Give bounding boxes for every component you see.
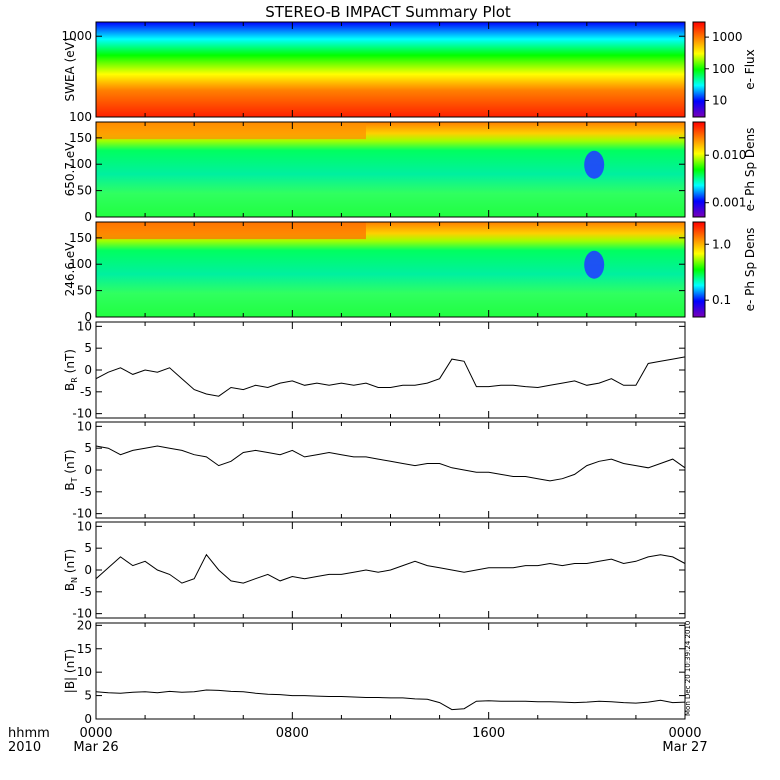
y-tick-label: 10 bbox=[77, 319, 92, 333]
panel-4: 10 5 0 -5 -10 BR (nT) bbox=[63, 319, 686, 421]
colorbar-tick-label: 0.001 bbox=[712, 196, 746, 210]
y-tick-label: 5 bbox=[84, 441, 92, 455]
colorbar bbox=[692, 121, 706, 218]
depletion-spot bbox=[584, 250, 605, 279]
y-tick-label: -10 bbox=[72, 507, 92, 521]
y-axis-label: BT (nT) bbox=[63, 449, 79, 490]
series-line bbox=[95, 689, 686, 711]
time-tick-label: 0800 bbox=[276, 726, 309, 741]
colorbar-label: e- Flux bbox=[743, 49, 757, 89]
time-tick-label: 1600 bbox=[472, 726, 505, 741]
generation-timestamp: Mon Dec 20 10:39:24 2010 bbox=[684, 621, 692, 716]
time-axis-corner-year: 2010 bbox=[8, 740, 41, 755]
colorbar-tick-label: 1000 bbox=[712, 30, 743, 44]
panel-3: 1.0 0.1 e- Ph Sp Dens 150 100 50 0 246.6 eV bbox=[63, 221, 757, 324]
colorbar-tick-label: 10 bbox=[712, 93, 727, 107]
panel-frame bbox=[95, 421, 686, 519]
y-tick-label: 10 bbox=[77, 419, 92, 433]
y-axis-label: 650.7 eV bbox=[63, 142, 77, 197]
y-axis-label: BN (nT) bbox=[63, 549, 79, 591]
y-tick-label: 5 bbox=[84, 689, 92, 703]
colorbar-label: e- Ph Sp Dens bbox=[743, 228, 757, 312]
y-tick-label: 150 bbox=[69, 131, 92, 145]
date-tick-label: Mar 26 bbox=[73, 740, 118, 755]
y-axis-label: BR (nT) bbox=[63, 349, 79, 391]
colorbar bbox=[692, 221, 706, 318]
y-tick-label: 1000 bbox=[61, 29, 92, 43]
y-tick-label: 10 bbox=[77, 519, 92, 533]
y-tick-label: 100 bbox=[69, 157, 92, 171]
y-tick-label: 0 bbox=[84, 363, 92, 377]
y-tick-label: 50 bbox=[77, 284, 92, 298]
panel-frame bbox=[95, 622, 686, 720]
colorbar-tick-label: 0.010 bbox=[712, 148, 746, 162]
date-tick-label: Mar 27 bbox=[662, 740, 707, 755]
heatmap-area bbox=[96, 22, 685, 117]
y-tick-label: 5 bbox=[84, 341, 92, 355]
y-tick-label: 5 bbox=[84, 541, 92, 555]
y-tick-label: 0 bbox=[84, 310, 92, 324]
y-tick-label: 100 bbox=[69, 257, 92, 271]
y-tick-label: 0 bbox=[84, 563, 92, 577]
colorbar-tick-label: 100 bbox=[712, 62, 735, 76]
y-tick-label: 0 bbox=[84, 463, 92, 477]
y-tick-label: 10 bbox=[77, 665, 92, 679]
panel-6: 10 5 0 -5 -10 BN (nT) bbox=[63, 519, 686, 621]
series-line bbox=[95, 553, 686, 584]
colorbar bbox=[692, 21, 706, 118]
panel-5: 10 5 0 -5 -10 BT (nT) bbox=[63, 419, 686, 521]
series-line bbox=[95, 356, 686, 397]
colorbar-tick-label: 0.1 bbox=[712, 293, 731, 307]
plot-title: STEREO-B IMPACT Summary Plot bbox=[265, 3, 511, 21]
panel-frame bbox=[95, 321, 686, 419]
time-tick-label: 0000 bbox=[79, 726, 112, 741]
y-tick-label: 0 bbox=[84, 210, 92, 224]
hot-band bbox=[96, 122, 366, 140]
y-axis-label: SWEA (eV) bbox=[63, 37, 77, 101]
y-tick-label: -5 bbox=[80, 585, 92, 599]
time-tick-label: 0000 bbox=[668, 726, 701, 741]
y-tick-label: -5 bbox=[80, 385, 92, 399]
y-tick-label: 20 bbox=[77, 618, 92, 632]
y-tick-label: 0 bbox=[84, 712, 92, 726]
depletion-spot bbox=[584, 150, 605, 179]
y-tick-label: -10 bbox=[72, 607, 92, 621]
hot-band bbox=[96, 222, 366, 240]
y-tick-label: 15 bbox=[77, 642, 92, 656]
time-axis-corner-hhmm: hhmm bbox=[8, 726, 50, 741]
series-line bbox=[95, 445, 686, 482]
y-tick-label: 150 bbox=[69, 231, 92, 245]
colorbar-tick-label: 1.0 bbox=[712, 237, 731, 251]
colorbar-label: e- Ph Sp Dens bbox=[743, 128, 757, 212]
y-tick-label: -10 bbox=[72, 407, 92, 421]
y-tick-label: 100 bbox=[69, 110, 92, 124]
y-axis-label: |B| (nT) bbox=[63, 649, 77, 693]
panel-7: 20 15 10 5 0 |B| (nT) bbox=[63, 618, 686, 726]
y-tick-label: 50 bbox=[77, 184, 92, 198]
y-axis-label: 246.6 eV bbox=[63, 242, 77, 297]
y-tick-label: -5 bbox=[80, 485, 92, 499]
